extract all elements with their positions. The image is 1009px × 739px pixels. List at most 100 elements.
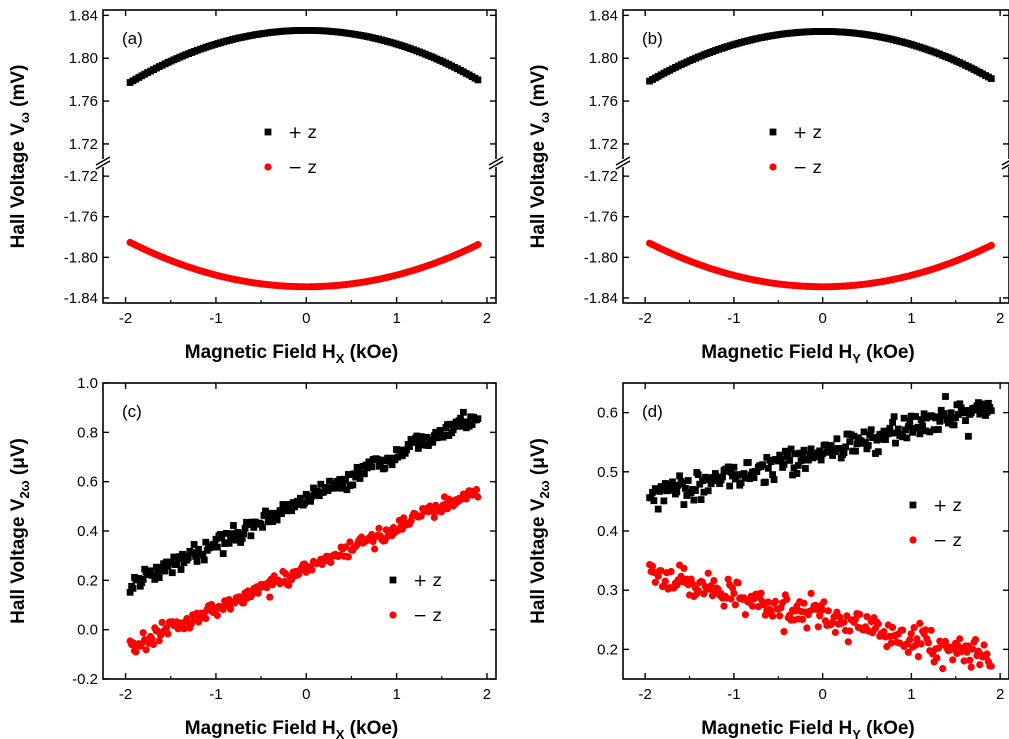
data-point <box>680 501 688 508</box>
x-tick-label: 2 <box>483 686 491 703</box>
series-plus-z <box>126 27 482 86</box>
data-point <box>654 505 662 513</box>
data-point <box>915 423 922 431</box>
data-point <box>955 411 962 418</box>
data-point <box>213 611 221 620</box>
data-point <box>352 473 360 481</box>
data-point <box>906 636 914 644</box>
data-point <box>651 578 659 586</box>
data-point <box>728 584 737 592</box>
y-tick-label: 1.76 <box>589 93 618 110</box>
data-point <box>840 449 848 456</box>
legend-marker <box>389 611 397 619</box>
data-point <box>726 482 734 490</box>
data-point <box>750 474 758 482</box>
y-tick-label: -1.80 <box>64 249 98 266</box>
data-point <box>139 576 147 583</box>
data-point <box>939 665 947 673</box>
y-tick-label: 1.72 <box>589 136 618 153</box>
data-point <box>226 605 235 613</box>
data-point <box>155 637 163 645</box>
data-point <box>317 480 325 488</box>
data-point <box>375 462 383 470</box>
data-point <box>225 539 233 547</box>
data-point <box>381 464 389 472</box>
data-point <box>814 623 822 631</box>
data-point <box>935 426 942 433</box>
data-point <box>822 441 829 449</box>
data-point <box>710 577 718 585</box>
data-point <box>285 501 293 508</box>
data-point <box>782 447 789 455</box>
data-point <box>892 439 899 447</box>
data-point <box>748 602 757 610</box>
series-minus-z <box>646 239 995 291</box>
data-point <box>648 562 657 570</box>
data-point <box>916 619 924 628</box>
y-tick-label: 1.84 <box>69 7 98 24</box>
legend-label: + z <box>413 571 442 591</box>
data-point <box>976 410 984 418</box>
axis-break-mark <box>1001 164 1009 170</box>
data-point <box>910 624 918 632</box>
data-point <box>682 485 689 492</box>
data-point <box>327 558 335 567</box>
series-minus-z <box>126 485 482 656</box>
data-point <box>807 589 815 598</box>
y-tick-label: 0.6 <box>77 474 98 491</box>
data-point <box>800 446 808 454</box>
data-point <box>777 456 785 464</box>
data-point <box>966 656 974 664</box>
data-point <box>417 433 425 440</box>
data-point <box>363 464 371 472</box>
data-point <box>432 428 440 436</box>
data-point <box>742 474 749 482</box>
data-point <box>804 456 812 464</box>
data-point <box>712 470 719 477</box>
y-tick-label: 0.4 <box>597 523 618 540</box>
data-point <box>819 450 826 458</box>
data-point <box>129 584 137 592</box>
data-point <box>940 410 948 417</box>
y-tick-label: 0.2 <box>597 641 618 658</box>
data-point <box>148 635 156 643</box>
data-point <box>924 639 933 647</box>
legend-label: − z <box>288 158 317 178</box>
y-tick-label: -1.76 <box>584 209 618 226</box>
data-point <box>732 475 739 483</box>
data-point <box>684 477 692 484</box>
data-point <box>797 457 805 465</box>
data-point <box>987 75 995 82</box>
data-point <box>889 419 896 426</box>
data-point <box>831 628 840 637</box>
data-point <box>950 421 958 429</box>
data-point <box>147 567 154 575</box>
data-point <box>863 613 871 621</box>
data-point <box>429 438 437 446</box>
data-point <box>167 558 175 566</box>
data-point <box>741 611 750 619</box>
x-tick-label: -1 <box>209 310 222 327</box>
data-point <box>368 463 376 471</box>
data-point <box>817 456 825 464</box>
data-point <box>227 533 234 541</box>
data-point <box>474 241 482 249</box>
data-point <box>864 442 872 449</box>
data-point <box>676 472 683 480</box>
data-point <box>700 488 708 496</box>
data-point <box>441 431 448 439</box>
data-point <box>746 475 754 483</box>
data-point <box>942 393 949 400</box>
data-point <box>650 497 658 505</box>
data-point <box>308 566 316 574</box>
data-point <box>674 481 682 489</box>
data-point <box>406 443 413 450</box>
data-point <box>288 507 295 515</box>
data-point <box>192 552 199 560</box>
data-point <box>907 630 915 638</box>
data-point <box>887 429 895 437</box>
data-point <box>904 423 912 430</box>
data-point <box>692 487 699 494</box>
data-point <box>126 588 134 596</box>
data-point <box>799 615 807 624</box>
